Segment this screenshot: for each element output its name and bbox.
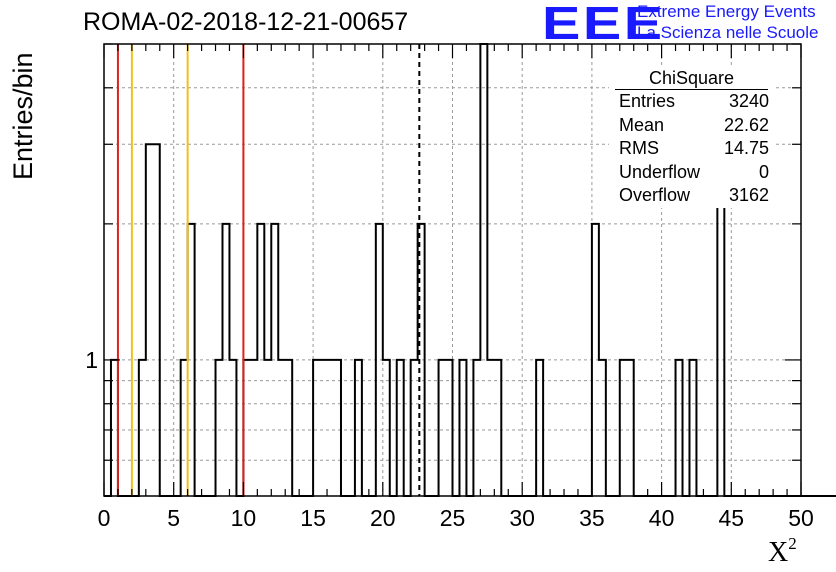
stats-box: ChiSquare Entries 3240 Mean 22.62 RMS 14.75… bbox=[609, 67, 774, 208]
stats-row-overflow: Overflow 3162 bbox=[619, 185, 769, 205]
x-tick-label: 10 bbox=[231, 505, 257, 531]
x-tick-label: 45 bbox=[719, 505, 745, 531]
brand-line-2: La Scienza nelle Scuole bbox=[637, 23, 819, 42]
x-tick-label: 25 bbox=[440, 505, 466, 531]
stats-row-mean: Mean 22.62 bbox=[619, 114, 769, 135]
chart-title: ROMA-02-2018-12-21-00657 bbox=[83, 8, 409, 36]
y-tick-label: 1 bbox=[85, 347, 98, 373]
x-tick-label: 35 bbox=[579, 505, 605, 531]
x-tick-label: 30 bbox=[509, 505, 535, 531]
x-tick-label: 0 bbox=[98, 505, 111, 531]
x-tick-label: 20 bbox=[370, 505, 396, 531]
x-tick-label: 15 bbox=[300, 505, 326, 531]
stats-row-entries: Entries 3240 bbox=[619, 91, 769, 111]
y-axis-label: Entries/bin bbox=[8, 52, 38, 180]
x-axis-label: X2 bbox=[768, 534, 797, 568]
brand-line-1: Extreme Energy Events bbox=[637, 2, 816, 21]
x-tick-label: 50 bbox=[788, 505, 814, 531]
eee-logo: EEE bbox=[542, 0, 665, 49]
stats-row-underflow: Underflow 0 bbox=[619, 161, 769, 182]
x-tick-label: 40 bbox=[649, 505, 675, 531]
stats-row-rms: RMS 14.75 bbox=[619, 138, 769, 158]
x-tick-label: 5 bbox=[167, 505, 180, 531]
stats-title: ChiSquare bbox=[615, 67, 768, 90]
